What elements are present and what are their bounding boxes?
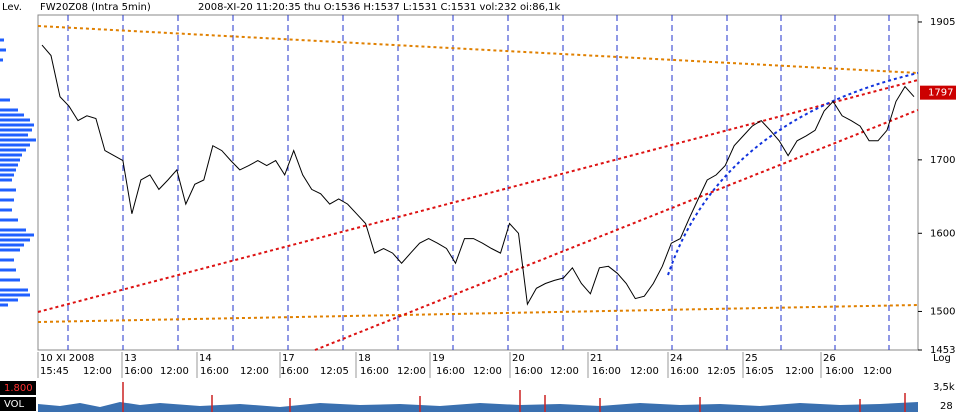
trend-line xyxy=(314,109,919,351)
time-label: 12:00 xyxy=(550,366,579,377)
time-label: 16:00 xyxy=(514,366,543,377)
volume-area xyxy=(38,402,918,412)
date-label: 25 xyxy=(745,353,758,364)
y-tick-label: 1700 xyxy=(930,155,955,166)
time-label: 15:45 xyxy=(40,366,69,377)
volume-label-box xyxy=(0,397,36,411)
time-label: 12:00 xyxy=(397,366,426,377)
y-tick-label: 1500 xyxy=(930,306,955,317)
volume-profile xyxy=(0,38,36,307)
time-label: 12:00 xyxy=(473,366,502,377)
volume-min: 28 xyxy=(940,401,953,412)
date-label: 26 xyxy=(823,353,836,364)
time-label: 16:00 xyxy=(825,366,854,377)
date-label: 19 xyxy=(432,353,445,364)
y-tick-label: 1905 xyxy=(930,17,955,28)
date-label: 24 xyxy=(670,353,683,364)
time-label: 12:00 xyxy=(83,366,112,377)
time-label: 12:00 xyxy=(160,366,189,377)
time-label: 16:00 xyxy=(200,366,229,377)
time-label: 16:05 xyxy=(745,366,774,377)
trend-line xyxy=(37,304,919,323)
chart-subtitle: 2008-XI-20 11:20:35 thu O:1536 H:1537 L:… xyxy=(198,2,560,13)
time-label: 12:00 xyxy=(785,366,814,377)
date-label: 20 xyxy=(512,353,525,364)
level-label: Lev. xyxy=(2,2,22,13)
time-label: 16:00 xyxy=(360,366,389,377)
date-label: 18 xyxy=(358,353,371,364)
time-label: 12:00 xyxy=(863,366,892,377)
plot-frame xyxy=(37,14,919,351)
trend-line xyxy=(37,25,919,74)
time-label: 12:00 xyxy=(240,366,269,377)
y-tick-label: 1600 xyxy=(930,228,955,239)
time-label: 16:00 xyxy=(280,366,309,377)
time-label: 12:05 xyxy=(707,366,736,377)
time-label: 16:00 xyxy=(124,366,153,377)
chart-title: FW20Z08 (Intra 5min) xyxy=(40,2,151,13)
volume-label: VOL xyxy=(4,399,25,410)
volume-box xyxy=(0,381,36,395)
date-label: 13 xyxy=(124,353,137,364)
volume-spikes xyxy=(122,382,906,412)
time-label: 12:00 xyxy=(630,366,659,377)
last-price-label: 1797 xyxy=(928,88,953,99)
y-tick-label: 1453 xyxy=(930,345,955,356)
volume-max: 3,5k xyxy=(933,382,955,393)
time-label: 16:00 xyxy=(670,366,699,377)
trend-line xyxy=(37,79,919,313)
time-label: 16:00 xyxy=(436,366,465,377)
time-label: 12:05 xyxy=(320,366,349,377)
date-label: 10 XI 2008 xyxy=(40,353,94,364)
date-label: 14 xyxy=(199,353,212,364)
last-price-box xyxy=(920,85,956,100)
scale-label: Log xyxy=(933,353,951,364)
time-label: 16:00 xyxy=(592,366,621,377)
trend-arc xyxy=(667,72,919,276)
date-label: 21 xyxy=(590,353,603,364)
price-line xyxy=(41,44,915,306)
volume-box-value: 1.800 xyxy=(4,383,33,394)
date-label: 17 xyxy=(282,353,295,364)
